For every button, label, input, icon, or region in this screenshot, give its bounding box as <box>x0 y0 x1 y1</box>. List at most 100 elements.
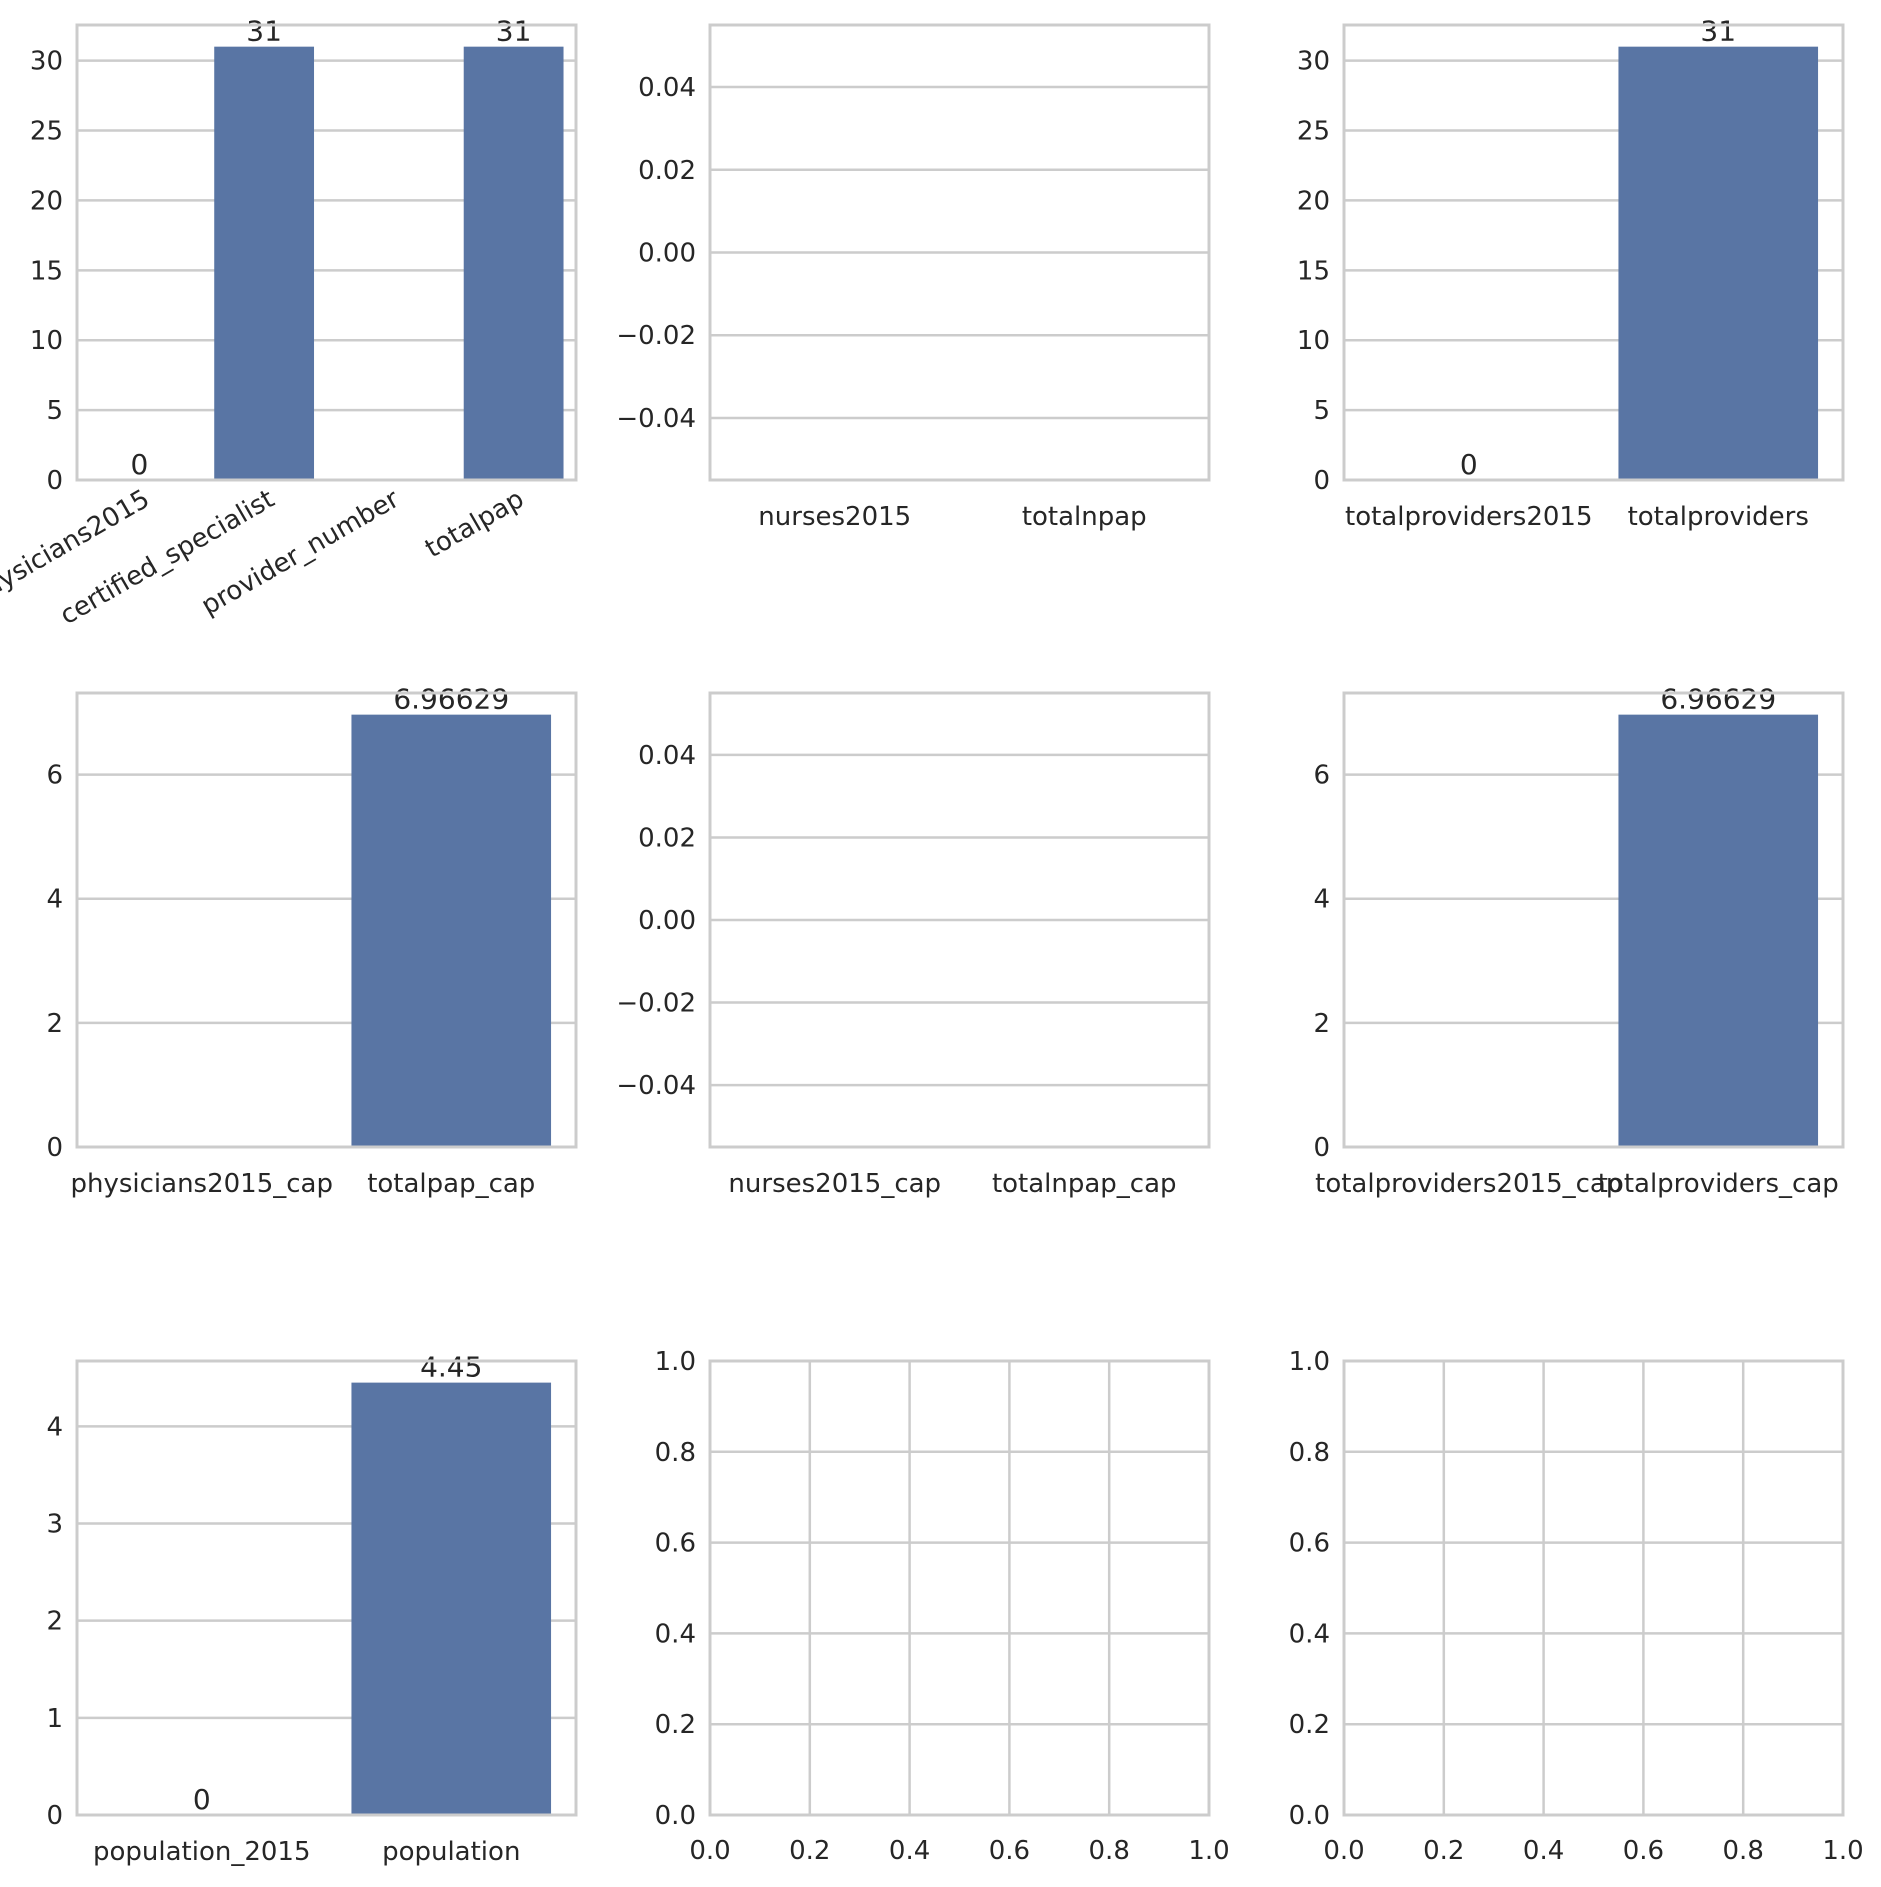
x-tick-label: 0.2 <box>789 1836 830 1866</box>
y-tick-label: 0.6 <box>655 1529 696 1559</box>
y-tick-label: −0.02 <box>616 321 696 351</box>
y-tick-label: 15 <box>30 256 63 286</box>
x-tick-label: totalnpap_cap <box>992 1169 1177 1199</box>
bar <box>351 714 552 1147</box>
y-tick-label: 10 <box>30 326 63 356</box>
subplot-6: 0 2 4 6 totalproviders2015_cap 6.96629 totalpr… <box>1313 683 1845 1199</box>
subplot-4: 0 2 4 6 physicians2015_cap 6.96629 totalpap_ca… <box>46 683 578 1199</box>
y-tick-label: 0 <box>1313 1133 1330 1163</box>
x-tick-label: totalproviders <box>1628 502 1809 532</box>
y-tick-label: 0 <box>1313 466 1330 496</box>
bar-value-label: 31 <box>1700 15 1736 48</box>
bar-value-label: 4.45 <box>420 1351 482 1384</box>
y-tick-label: 0.04 <box>638 73 696 103</box>
axes-frame <box>708 23 1211 482</box>
axes-frame <box>1342 23 1845 482</box>
bar-value-label: 6.96629 <box>393 683 509 716</box>
y-tick-label: 0.02 <box>638 823 696 853</box>
y-tick-label: 0.00 <box>638 239 696 269</box>
x-tick-label: 0.2 <box>1423 1836 1464 1866</box>
y-tick-label: 4 <box>46 885 63 915</box>
y-tick-label: 30 <box>30 47 63 77</box>
y-tick-label: 0.6 <box>1289 1529 1330 1559</box>
y-tick-label: 25 <box>1297 117 1330 147</box>
y-tick-label: 1.0 <box>1289 1347 1330 1377</box>
bar-value-label: 31 <box>496 15 532 48</box>
axes-frame <box>708 691 1211 1149</box>
x-tick-label: physicians2015_cap <box>70 1169 333 1199</box>
x-tick-label: totalproviders2015 <box>1345 502 1593 532</box>
x-tick-label: 1.0 <box>1822 1836 1863 1866</box>
y-tick-label: 6 <box>1313 761 1330 791</box>
subplot-8: 0.0 0.2 0.4 0.6 0.8 1.0 0.0 0.2 0.4 0.6 0.8 1.0 <box>655 1347 1230 1866</box>
bar <box>214 46 315 481</box>
bar-value-label: 0 <box>1460 448 1478 481</box>
bar-value-label: 6.96629 <box>1660 683 1776 716</box>
axes-frame <box>75 691 578 1149</box>
axes-frame <box>1342 691 1845 1149</box>
x-tick-label: nurses2015_cap <box>728 1169 941 1199</box>
y-tick-label: 0.4 <box>1289 1619 1330 1649</box>
y-tick-label: 20 <box>30 186 63 216</box>
x-tick-label: totalpap <box>420 484 529 564</box>
x-tick-label: population_2015 <box>93 1837 311 1867</box>
subplot-3: 0 5 10 15 20 25 30 0 totalproviders2015 31 totalpr… <box>1297 15 1845 532</box>
y-tick-label: 0.2 <box>655 1710 696 1740</box>
y-tick-label: 4 <box>1313 885 1330 915</box>
bar-value-label: 31 <box>246 15 282 48</box>
y-tick-label: 1.0 <box>655 1347 696 1377</box>
y-tick-label: 30 <box>1297 47 1330 77</box>
subplot-9: 0.0 0.2 0.4 0.6 0.8 1.0 0.0 0.2 0.4 0.6 0.8 1.0 <box>1289 1347 1864 1866</box>
x-tick-label: 0.8 <box>1723 1836 1764 1866</box>
y-tick-label: −0.02 <box>616 989 696 1019</box>
x-tick-label: 0.0 <box>689 1836 730 1866</box>
y-tick-label: 2 <box>46 1607 63 1637</box>
x-tick-label: totalproviders_cap <box>1598 1169 1839 1199</box>
y-tick-label: 1 <box>46 1704 63 1734</box>
y-tick-label: 0.0 <box>655 1801 696 1831</box>
y-tick-label: 15 <box>1297 256 1330 286</box>
y-tick-label: 4 <box>46 1412 63 1442</box>
y-tick-label: 0.0 <box>1289 1801 1330 1831</box>
y-tick-label: 0 <box>46 466 63 496</box>
y-tick-label: 0 <box>46 1801 63 1831</box>
x-tick-label: 0.6 <box>989 1836 1030 1866</box>
y-tick-label: 0.8 <box>655 1438 696 1468</box>
axes-frame <box>75 23 578 482</box>
subplot-2: −0.04 −0.02 0.00 0.02 0.04 nurses2015 totalnpa… <box>616 23 1211 532</box>
y-tick-label: −0.04 <box>616 404 696 434</box>
x-tick-label: nurses2015 <box>758 502 911 532</box>
y-tick-label: 0.2 <box>1289 1710 1330 1740</box>
y-tick-label: 0.00 <box>638 906 696 936</box>
y-tick-label: 0.4 <box>655 1619 696 1649</box>
bar-value-label: 0 <box>130 448 148 481</box>
subplot-7: 0 1 2 3 4 0 population_2015 4.45 population <box>46 1351 578 1867</box>
bar-value-label: 0 <box>193 1783 211 1816</box>
axes-frame <box>75 1359 578 1817</box>
x-tick-label: totalproviders2015_cap <box>1315 1169 1622 1199</box>
y-tick-label: 20 <box>1297 186 1330 216</box>
x-tick-label: totalpap_cap <box>367 1169 535 1199</box>
subplot-5: −0.04 −0.02 0.00 0.02 0.04 nurses2015_cap tota… <box>616 691 1211 1199</box>
bar <box>463 46 564 481</box>
x-tick-label: 0.0 <box>1323 1836 1364 1866</box>
x-tick-label: 0.4 <box>1523 1836 1564 1866</box>
bar <box>351 1382 552 1815</box>
x-tick-label: certified_specialist <box>55 484 280 631</box>
subplot-1: 0510152025300physicians201531certified_s… <box>0 15 578 631</box>
x-tick-label: 0.8 <box>1089 1836 1130 1866</box>
y-tick-label: 10 <box>1297 326 1330 356</box>
y-tick-label: 0.02 <box>638 156 696 186</box>
y-tick-label: 3 <box>46 1510 63 1540</box>
x-tick-label: 0.6 <box>1623 1836 1664 1866</box>
y-tick-label: 6 <box>46 761 63 791</box>
x-tick-label: 1.0 <box>1188 1836 1229 1866</box>
bar <box>1618 714 1819 1147</box>
y-tick-label: 2 <box>46 1009 63 1039</box>
axes-frame <box>708 1359 1211 1817</box>
y-tick-label: 25 <box>30 117 63 147</box>
y-tick-label: 5 <box>46 396 63 426</box>
x-tick-label: 0.4 <box>889 1836 930 1866</box>
x-tick-label: population <box>382 1837 520 1867</box>
